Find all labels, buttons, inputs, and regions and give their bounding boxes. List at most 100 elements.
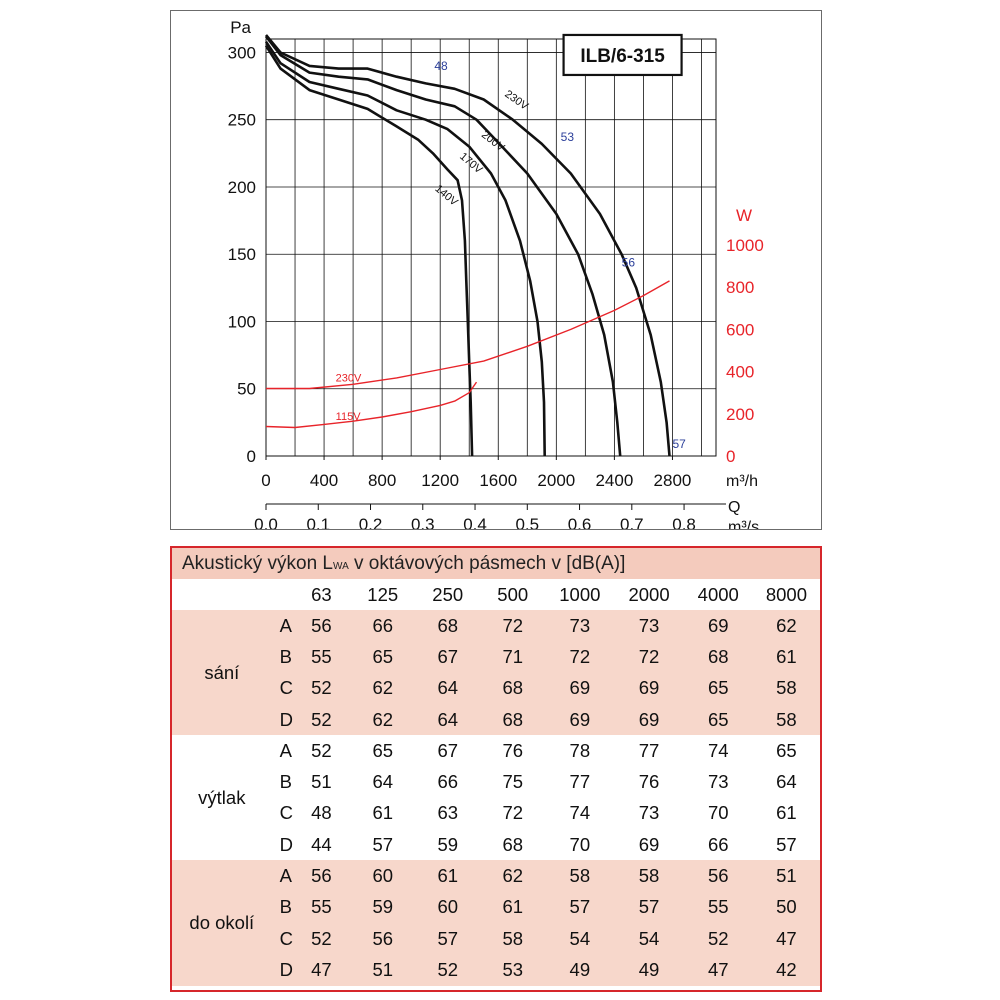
q-tick-label: 0.4 — [463, 515, 487, 529]
band-header: 125 — [367, 583, 399, 605]
acoustic-power-table: 63 125 250 500 1000 2000 4000 8000 sání A 56 66 68 72… — [172, 579, 820, 986]
table-cell: 68 — [480, 703, 546, 736]
table-row: D 47 51 52 53 49 49 47 42 — [172, 954, 820, 986]
y-tick-label: 200 — [228, 178, 256, 197]
table-cell: 56 — [683, 860, 753, 892]
q-tick-label: 0.1 — [306, 515, 330, 529]
table-cell: 68 — [480, 829, 546, 861]
table-cell: 57 — [752, 829, 820, 861]
table-cell: 55 — [292, 641, 351, 673]
q-tick-label: 0.3 — [411, 515, 435, 529]
table-row: C 52 56 57 58 54 54 52 47 — [172, 922, 820, 955]
q-tick-label: 0.2 — [359, 515, 383, 529]
pressure-curve-170V — [264, 40, 546, 457]
w-tick-label: 800 — [726, 278, 754, 297]
y-tick-label: 100 — [228, 312, 256, 331]
power-curve-230V — [266, 280, 670, 390]
band-header: 1000 — [559, 583, 601, 605]
table-cell: 61 — [752, 641, 820, 673]
header-empty — [172, 579, 272, 610]
w-tick-label: 600 — [726, 320, 754, 339]
table-cell: 55 — [292, 891, 351, 923]
y-tick-label: 150 — [228, 245, 256, 264]
table-row: D 44 57 59 68 70 69 66 57 — [172, 829, 820, 861]
pressure-curve-label: 230V — [502, 88, 530, 113]
table-cell: 49 — [545, 954, 615, 986]
table-cell: 69 — [614, 703, 684, 736]
table-cell: 73 — [683, 766, 753, 798]
q-tick-label: 0.8 — [672, 515, 696, 529]
table-cell: 57 — [350, 829, 416, 861]
position-label: C — [271, 797, 293, 830]
table-row: B 55 59 60 61 57 57 55 50 — [172, 891, 820, 923]
table-cell: 69 — [614, 672, 684, 704]
x-tick-label: 800 — [368, 471, 396, 490]
table-row: C 48 61 63 72 74 73 70 61 — [172, 797, 820, 830]
table-cell: 66 — [415, 766, 481, 798]
sound-annotation: 48 — [434, 59, 448, 73]
table-cell: 65 — [752, 735, 820, 767]
table-cell: 74 — [683, 735, 753, 767]
table-cell: 62 — [480, 860, 546, 892]
table-cell: 62 — [350, 672, 416, 704]
power-curve-115V — [265, 381, 478, 429]
table-header-row: 63 125 250 500 1000 2000 4000 8000 — [172, 579, 820, 610]
table-cell: 51 — [752, 860, 820, 892]
x-tick-label: 1600 — [479, 471, 517, 490]
table-cell: 58 — [752, 703, 820, 736]
header-empty — [272, 579, 293, 610]
band-header: 63 — [311, 583, 332, 605]
pressure-curve-230V — [264, 34, 671, 457]
table-cell: 62 — [350, 703, 416, 736]
q-tick-label: 0.7 — [620, 515, 644, 529]
table-cell: 72 — [480, 797, 546, 830]
table-cell: 61 — [480, 891, 546, 923]
table-cell: 65 — [683, 703, 753, 736]
table-cell: 68 — [683, 641, 753, 673]
position-label: D — [271, 829, 293, 861]
band-header: 250 — [432, 583, 464, 605]
table-cell: 47 — [683, 954, 753, 986]
table-cell: 65 — [350, 641, 416, 673]
table-row: výtlak A 52 65 67 76 78 77 74 65 — [172, 735, 820, 861]
table-cell: 58 — [480, 922, 546, 955]
table-cell: 59 — [415, 829, 481, 861]
table-cell: 47 — [752, 922, 820, 955]
power-curve-label: 230V — [336, 373, 362, 385]
table-cell: 71 — [480, 641, 546, 673]
table-cell: 78 — [545, 735, 615, 767]
pressure-curve-label: 200V — [479, 129, 507, 155]
position-label: A — [271, 735, 293, 767]
table-cell: 59 — [350, 891, 416, 923]
band-header: 2000 — [628, 583, 670, 605]
table-cell: 64 — [415, 672, 481, 704]
table-cell: 73 — [614, 610, 684, 642]
y-axis-label: Pa — [230, 18, 251, 37]
table-cell: 55 — [683, 891, 753, 923]
table-cell: 52 — [292, 735, 351, 767]
chart-svg: 0 50 100 150 200 250 300 Pa 0 200 400 600 800 1000 W 0 4… — [228, 18, 764, 529]
q-tick-label: 0.5 — [515, 515, 539, 529]
table-cell: 73 — [614, 797, 684, 830]
model-title: ILB/6-315 — [580, 46, 665, 67]
band-header: 4000 — [697, 583, 739, 605]
table-cell: 70 — [683, 797, 753, 830]
table-cell: 68 — [480, 672, 546, 704]
position-label: C — [271, 672, 293, 704]
band-header: 8000 — [765, 583, 807, 605]
fan-performance-chart: 0 50 100 150 200 250 300 Pa 0 200 400 600 800 1000 W 0 4… — [170, 10, 822, 530]
table-cell: 48 — [292, 797, 351, 830]
table-cell: 50 — [752, 891, 820, 923]
table-cell: 77 — [545, 766, 615, 798]
table-row: sání A 56 66 68 72 73 73 69 62 — [172, 610, 820, 736]
table-cell: 57 — [415, 922, 481, 955]
table-cell: 61 — [415, 860, 481, 892]
table-cell: 49 — [614, 954, 684, 986]
table-row: B 51 64 66 75 77 76 73 64 — [172, 766, 820, 798]
table-cell: 62 — [752, 610, 820, 642]
table-cell: 56 — [350, 922, 416, 955]
band-header: 500 — [497, 583, 529, 605]
table-cell: 74 — [545, 797, 615, 830]
table-cell: 66 — [350, 610, 416, 642]
table-cell: 52 — [683, 922, 753, 955]
